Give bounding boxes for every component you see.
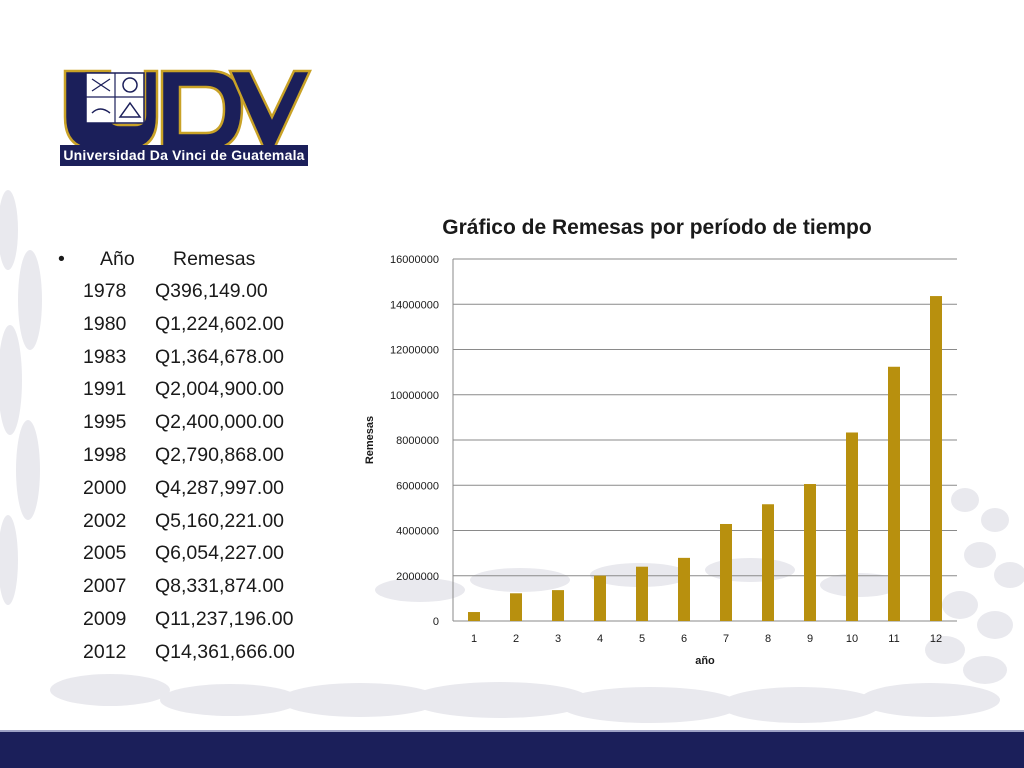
year-cell: 1991 [83, 378, 127, 401]
x-tick-label: 4 [597, 633, 603, 645]
y-tick-label: 2000000 [396, 571, 439, 583]
footer-bar [0, 732, 1024, 768]
x-tick-label: 9 [807, 633, 813, 645]
value-cell: Q2,790,868.00 [155, 443, 285, 466]
bar [930, 296, 942, 621]
year-cell: 1995 [83, 411, 127, 434]
y-tick-label: 14000000 [390, 299, 439, 311]
year-cell: 2012 [83, 640, 127, 663]
value-cell: Q1,224,602.00 [155, 312, 285, 335]
y-axis-label: Remesas [364, 416, 376, 464]
y-tick-label: 8000000 [396, 435, 439, 447]
year-cell: 2000 [83, 476, 127, 499]
bar [594, 575, 606, 621]
year-cell: 2005 [83, 542, 127, 565]
year-cell: 2007 [83, 575, 127, 598]
year-cell: 1980 [83, 312, 127, 335]
year-cell: 1978 [83, 280, 127, 302]
y-tick-label: 12000000 [390, 345, 439, 357]
bar [888, 366, 900, 621]
value-cell: Q6,054,227.00 [155, 542, 285, 565]
year-cell: 1998 [83, 443, 127, 466]
remittance-bar-chart: Gráfico de Remesas por período de tiempo… [364, 216, 957, 667]
bar [720, 523, 732, 621]
logo-tagline: Universidad Da Vinci de Guatemala [60, 145, 308, 166]
x-tick-label: 11 [888, 633, 899, 645]
year-cell: 1983 [83, 345, 127, 368]
year-cell: 2009 [83, 607, 127, 630]
value-cell: Q11,237,196.00 [155, 607, 294, 630]
bar [552, 590, 564, 621]
y-tick-label: 16000000 [390, 254, 439, 266]
value-cell: Q2,004,900.00 [155, 378, 285, 401]
bar [678, 557, 690, 621]
y-tick-label: 6000000 [396, 480, 439, 492]
value-cell: Q1,364,678.00 [155, 345, 285, 368]
value-cell: Q396,149.00 [155, 280, 268, 302]
bar [636, 566, 648, 621]
value-cell: Q14,361,666.00 [155, 640, 295, 663]
x-tick-label: 8 [765, 633, 771, 645]
y-tick-label: 4000000 [396, 526, 439, 538]
value-cell: Q2,400,000.00 [155, 411, 285, 434]
bar [762, 504, 774, 621]
chart-title: Gráfico de Remesas por período de tiempo [442, 216, 871, 239]
x-tick-label: 6 [681, 633, 687, 645]
footer-divider [0, 730, 1024, 732]
value-cell: Q4,287,997.00 [155, 476, 285, 499]
value-cell: Q8,331,874.00 [155, 575, 285, 598]
year-cell: 2002 [83, 509, 127, 532]
x-tick-label: 7 [723, 633, 729, 645]
x-tick-label: 12 [930, 633, 942, 645]
x-axis-label: año [695, 655, 715, 667]
bullet: • [58, 248, 65, 270]
year-header: Año [100, 248, 135, 270]
y-tick-label: 10000000 [390, 390, 439, 402]
x-tick-label: 10 [846, 633, 858, 645]
x-tick-label: 5 [639, 633, 645, 645]
value-header: Remesas [173, 248, 256, 270]
value-cell: Q5,160,221.00 [155, 509, 285, 532]
bar [846, 432, 858, 621]
bar [804, 484, 816, 621]
bar [510, 593, 522, 621]
x-tick-label: 3 [555, 633, 561, 645]
bar [468, 612, 480, 621]
x-tick-label: 1 [471, 633, 477, 645]
x-tick-label: 2 [513, 633, 519, 645]
y-tick-label: 0 [433, 616, 439, 628]
